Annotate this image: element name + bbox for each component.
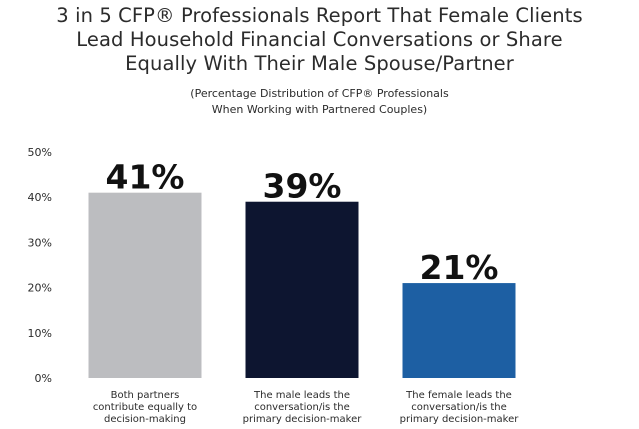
bar xyxy=(88,192,202,378)
x-tick-label: Both partners contribute equally to decisi… xyxy=(93,390,197,425)
x-tick-label-line: conversation/is the xyxy=(254,402,350,413)
x-tick-label-line: contribute equally to xyxy=(93,402,197,413)
chart-title-line: Equally With Their Male Spouse/Partner xyxy=(125,52,514,75)
y-tick-label: 20% xyxy=(28,282,52,295)
x-tick-label-line: The female leads the xyxy=(405,390,512,401)
x-tick-label-line: Both partners xyxy=(111,390,180,401)
x-tick-label-line: decision-making xyxy=(104,414,186,425)
chart-subtitle-line: When Working with Partnered Couples) xyxy=(211,103,428,116)
chart-title: 3 in 5 CFP® Professionals Report That Fe… xyxy=(0,4,639,76)
x-tick-label-line: primary decision-maker xyxy=(400,414,520,425)
x-tick-label-line: The male leads the xyxy=(253,390,350,401)
data-label: 41% xyxy=(106,158,185,197)
y-tick-label: 30% xyxy=(28,236,52,249)
x-tick-label: The female leads the conversation/is the p… xyxy=(400,390,520,425)
y-tick-label: 40% xyxy=(28,191,52,204)
y-tick-label: 10% xyxy=(28,327,52,340)
y-tick-label: 50% xyxy=(28,146,52,159)
chart-title-line: Lead Household Financial Conversations o… xyxy=(76,28,563,51)
y-tick-label: 0% xyxy=(35,372,52,385)
x-tick-label: The male leads the conversation/is the pri… xyxy=(243,390,363,425)
x-tick-label-line: primary decision-maker xyxy=(243,414,363,425)
chart-subtitle: (Percentage Distribution of CFP® Profess… xyxy=(0,86,639,118)
data-label: 21% xyxy=(420,248,499,287)
bar xyxy=(245,201,359,378)
data-label: 39% xyxy=(263,167,342,206)
x-tick-label-line: conversation/is the xyxy=(411,402,507,413)
chart-title-line: 3 in 5 CFP® Professionals Report That Fe… xyxy=(56,4,583,27)
bar xyxy=(402,283,516,378)
chart-subtitle-line: (Percentage Distribution of CFP® Profess… xyxy=(190,87,449,100)
